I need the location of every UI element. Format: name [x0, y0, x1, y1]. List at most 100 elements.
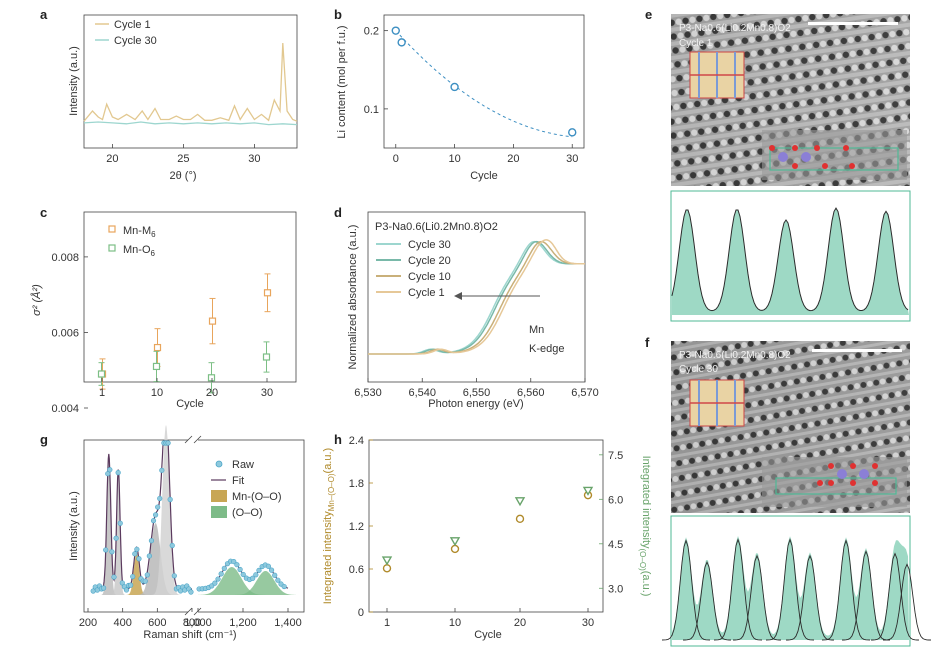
ticks-group-a: 20 25 30 [106, 144, 261, 165]
y-axis-label-a: Intensity (a.u.) [68, 46, 80, 116]
component-peak-g-oo [234, 571, 297, 595]
raw-point-g [237, 566, 243, 573]
y-axis-label-h-left: Integrated intensityMn–(O–O)(a.u.) [322, 448, 336, 604]
tem-title-e: P3-Na0.6(Li0.2Mn0.8)O2 [679, 23, 791, 34]
raw-point-g [157, 495, 163, 502]
raw-point-g [281, 583, 287, 590]
plot-frame-a [83, 14, 298, 149]
panel-c: c 1 10 20 30 0.004 0.006 0.008 Cycle σ² (Å²) M… [30, 205, 297, 415]
x-tick-label-b: 30 [566, 153, 578, 165]
panel-f: f P3-Na0.6(Li0.2Mn0.8)O2 Cycle 30 [645, 335, 931, 647]
data-point-h-right [381, 556, 393, 566]
annotation-k-edge: K-edge [529, 343, 564, 355]
y-tick-label-h-left: 1.2 [349, 521, 364, 533]
raw-point-g [105, 471, 111, 477]
raw-point-g [148, 538, 155, 544]
x-axis-label-c: Cycle [176, 398, 204, 410]
raw-point-g [100, 585, 107, 591]
y-tick-label-h-right: 3.0 [608, 583, 623, 595]
data-point-h-right [514, 497, 526, 507]
axis-break-mask-g [188, 436, 198, 616]
x-tick-label-g: 600 [148, 617, 166, 629]
x-tick-label-h: 10 [449, 617, 461, 629]
raw-point-g [169, 542, 175, 549]
raw-point-g [275, 577, 281, 583]
legend-swatch-mn-oo [211, 490, 227, 502]
legend-label-d-c1: Cycle 1 [408, 287, 445, 299]
profile-component [661, 539, 711, 641]
data-point-h-left [515, 514, 525, 524]
profile-component [821, 539, 871, 641]
y-axis-label-b: Li content (mol per f.u.) [336, 25, 348, 138]
raw-point-g [165, 440, 171, 446]
data-point-h-left [450, 544, 460, 554]
raw-point-g [144, 572, 150, 578]
intensity-profile-f [661, 536, 931, 641]
tem-subtitle-f: Cycle 30 [679, 364, 718, 375]
y-tick-label-h-left: 2.4 [349, 435, 364, 447]
legend-label-d-c10: Cycle 10 [408, 271, 451, 283]
raw-point-g [212, 580, 218, 586]
atom-inset-f [762, 457, 907, 507]
structure-inset-e [689, 51, 745, 99]
x-tick-label-g: 800 [183, 617, 201, 629]
raw-point-g [272, 572, 278, 578]
x-tick-label-c: 20 [206, 387, 218, 399]
plot-frame-d [367, 211, 586, 383]
series-line-d-0 [368, 240, 585, 355]
panel-label-c: c [40, 205, 47, 220]
legend-label-cycle1: Cycle 1 [114, 19, 151, 31]
raw-point-g [159, 467, 165, 473]
tem-title-f: P3-Na0.6(Li0.2Mn0.8)O2 [679, 350, 791, 361]
raw-point-g [188, 589, 194, 595]
legend-label-d-c20: Cycle 20 [408, 255, 451, 267]
panel-label-h: h [334, 432, 342, 447]
x-tick-label-g: 1,400 [274, 617, 302, 629]
raw-point-g [231, 558, 237, 565]
y-tick-label-c: 0.004 [51, 403, 79, 415]
panel-label-b: b [334, 7, 342, 22]
x-tick-label-g: 1,200 [229, 617, 257, 629]
profile-component [842, 550, 890, 641]
intensity-profile-e [671, 207, 909, 315]
x-axis-label-d: Photon energy (eV) [428, 398, 523, 410]
x-tick-label-a: 20 [106, 153, 118, 165]
raw-point-g [117, 520, 123, 526]
x-tick-label-b: 20 [507, 153, 519, 165]
x-axis-label-b: Cycle [470, 170, 498, 182]
raw-point-g [130, 573, 136, 580]
raw-point-g [103, 547, 109, 553]
x-tick-label-c: 1 [99, 387, 105, 399]
raw-point-g [132, 551, 138, 557]
raw-point-g [240, 571, 246, 578]
plot-frame-c [83, 211, 297, 383]
x-tick-label-g: 400 [113, 617, 131, 629]
y-tick-label-b: 0.1 [364, 104, 379, 116]
x-tick-label-d: 6,560 [517, 387, 545, 399]
y-tick-label-h-left: 0 [358, 607, 364, 619]
x-tick-label-c: 30 [261, 387, 273, 399]
raw-point-g [253, 572, 259, 578]
data-point-c [152, 362, 161, 371]
legend-marker-mn-m6 [108, 225, 116, 233]
x-tick-label-g: 200 [79, 617, 97, 629]
data-point-c [208, 317, 217, 325]
raw-point-g [150, 518, 157, 524]
structure-inset-f [689, 379, 745, 427]
raw-point-g [123, 587, 130, 593]
legend-label-mn-oo: Mn-(O–O) [232, 491, 282, 503]
series-group-c: 1 10 20 30 0.004 0.006 0.008 [51, 252, 273, 415]
raw-point-g [215, 576, 221, 582]
series-group-h: 1 10 20 30 0 0.6 1.2 1.8 2.4 3.0 4.5 6.0 7.5 [349, 435, 624, 629]
raw-point-g [146, 553, 152, 559]
raw-point-g [111, 574, 117, 580]
y-axis-label-g: Intensity (a.u.) [68, 491, 80, 561]
scale-bar-f [812, 349, 902, 352]
y-axis-label-h-right: Integrated intensity(O–O)(a.u.) [638, 456, 652, 597]
raw-point-g [113, 535, 119, 541]
x-axis-label-h: Cycle [474, 629, 502, 641]
legend-label-fit: Fit [232, 475, 244, 487]
component-peak-g-oo [198, 567, 266, 595]
data-point-b [450, 82, 459, 92]
